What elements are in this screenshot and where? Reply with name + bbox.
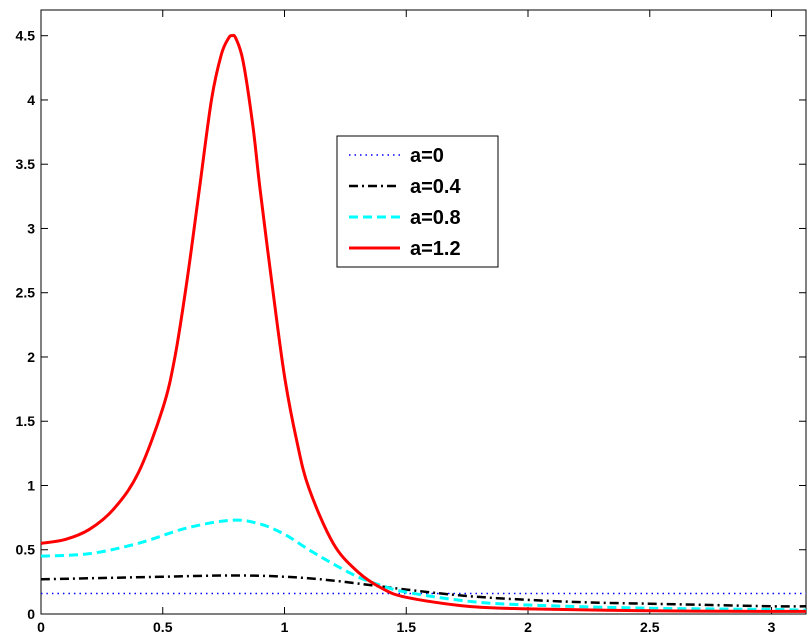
series-line-3	[40, 33, 807, 613]
legend-box	[336, 135, 499, 268]
y-tick-label: 2	[27, 349, 35, 365]
legend-label-2: a=0.8	[410, 207, 461, 229]
y-tick-label: 3	[27, 220, 35, 236]
ticks-layer: 0 0.5 1 1.5 2 2.5 3 0 0.5 1 1.5 2 2.5 3 3.5 4 4.5	[16, 10, 806, 635]
plot-area	[40, 9, 807, 615]
x-tick-label: 3	[768, 619, 776, 635]
y-tick-label: 1	[27, 477, 35, 493]
legend-label-3: a=1.2	[410, 238, 461, 260]
y-tick-label: 4	[27, 92, 35, 108]
legend-label-0: a=0	[410, 145, 444, 167]
y-tick-label: 0	[27, 606, 35, 622]
series-layer	[40, 33, 807, 613]
x-tick-label: 0.5	[153, 619, 173, 635]
x-tick-label: 2	[524, 619, 532, 635]
y-tick-label: 1.5	[16, 413, 36, 429]
legend: a=0 a=0.4 a=0.8 a=1.2	[336, 135, 499, 268]
x-tick-label: 0	[37, 619, 45, 635]
y-tick-label: 4.5	[16, 28, 36, 44]
x-tick-label: 1	[281, 619, 289, 635]
y-tick-label: 3.5	[16, 156, 36, 172]
legend-label-1: a=0.4	[410, 176, 461, 198]
x-tick-label: 2.5	[640, 619, 660, 635]
y-tick-label: 0.5	[16, 542, 36, 558]
y-tick-label: 2.5	[16, 285, 36, 301]
x-tick-label: 1.5	[397, 619, 417, 635]
series-line-2	[40, 518, 807, 612]
